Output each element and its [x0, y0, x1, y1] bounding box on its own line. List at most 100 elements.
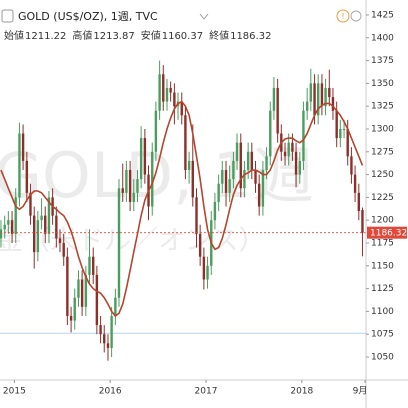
candle-body [353, 174, 357, 193]
y-tick-label: 1375 [371, 56, 394, 66]
candle-body [77, 279, 80, 298]
candle-body [128, 170, 132, 202]
y-tick-label: 1125 [371, 284, 394, 294]
candle-body [276, 87, 279, 134]
axes: 1050 1075 1100 1125 1150 1175 1200 1225 1250 1275… [3, 10, 407, 396]
y-tick-label: 1425 [371, 10, 394, 20]
candle-body [235, 142, 239, 161]
candle-body [202, 256, 206, 280]
candle-body [261, 170, 265, 207]
candle-body [143, 138, 147, 175]
candle-body [283, 151, 287, 157]
x-tick-label: 2015 [3, 387, 26, 397]
candle-body [25, 160, 29, 193]
y-tick-label: 1350 [371, 79, 394, 89]
candle-body [21, 133, 25, 161]
y-tick-label: 1300 [371, 124, 394, 134]
candle-body [206, 265, 209, 280]
candle-body [154, 110, 158, 152]
candle-body [221, 170, 224, 184]
candle-body [136, 179, 139, 193]
candle-body [47, 197, 51, 234]
candle-body [191, 160, 194, 198]
candle-body [302, 110, 305, 161]
candle-body [320, 83, 324, 107]
candle-body [239, 142, 242, 189]
candle-body [228, 179, 231, 193]
candle-body [350, 156, 353, 175]
candle-body [173, 92, 176, 107]
candle-body [195, 197, 198, 234]
candle-body [180, 101, 183, 116]
y-tick-label: 1225 [371, 193, 394, 203]
candle-body [294, 151, 298, 175]
candle-body [165, 87, 169, 102]
dropdown-arrow[interactable] [199, 13, 209, 20]
candle-body [95, 274, 99, 326]
ohlc-value: 1160.37 [162, 31, 203, 42]
candle-body [162, 74, 165, 102]
candle-body [346, 128, 349, 157]
alert-icon[interactable] [336, 9, 350, 23]
symbol-icon[interactable] [1, 9, 14, 23]
candle-body [88, 256, 91, 275]
ohlc-value: 1211.22 [25, 31, 66, 42]
candle-body [62, 242, 65, 257]
candle-body [10, 220, 14, 234]
candle-body [33, 215, 36, 253]
candle-body [257, 183, 261, 207]
candle-body [92, 256, 95, 275]
settings-icon[interactable] [350, 10, 362, 22]
candle-body [250, 151, 253, 171]
candle-body [139, 138, 143, 180]
candle-body [298, 160, 301, 175]
candle-body [29, 192, 32, 216]
y-tick-label: 1050 [371, 353, 394, 363]
candle-body [331, 97, 335, 111]
x-tick-label: 2016 [99, 387, 122, 397]
candle-body [342, 128, 346, 130]
candle-body [243, 170, 246, 189]
plot-area [0, 60, 366, 361]
ohlc-value: 1213.87 [93, 31, 134, 42]
last-price-label: 1186.32 [370, 229, 407, 239]
candle-body [151, 151, 154, 207]
candle-body [287, 142, 290, 157]
moving-average [0, 100, 364, 318]
candle-body [213, 201, 217, 221]
candle-body [73, 297, 76, 321]
candle-body [217, 183, 220, 202]
candle-body [316, 83, 320, 116]
y-tick-label: 1325 [371, 102, 394, 112]
candle-body [305, 101, 309, 111]
watermark-subtitle: 金（米ドル／オンス） [0, 226, 265, 257]
candle-body [309, 83, 313, 102]
ohlc-label: 始値 [4, 29, 24, 42]
candle-body [58, 238, 62, 243]
candle-body [110, 315, 113, 348]
candle-body [357, 192, 361, 212]
y-tick-label: 1175 [371, 238, 394, 248]
alert-mark: ! [341, 12, 344, 21]
candle-body [66, 256, 69, 316]
x-tick-label: 9月 [353, 386, 368, 397]
candle-body [125, 170, 128, 193]
candle-body [224, 170, 228, 193]
candle-body [272, 87, 276, 111]
candle-body [114, 297, 117, 316]
candle-body [169, 87, 172, 93]
candle-body [339, 128, 342, 139]
candle-body [80, 279, 84, 307]
y-tick-label: 1075 [371, 330, 394, 340]
candle-body [36, 220, 40, 253]
y-tick-label: 1100 [371, 307, 394, 317]
candle-body [3, 224, 6, 230]
candle-body [291, 142, 294, 152]
candle-body [0, 229, 3, 239]
candle-body [361, 209, 364, 233]
candle-body [121, 188, 124, 193]
candle-body [335, 110, 338, 139]
y-tick-label: 1275 [371, 147, 394, 157]
